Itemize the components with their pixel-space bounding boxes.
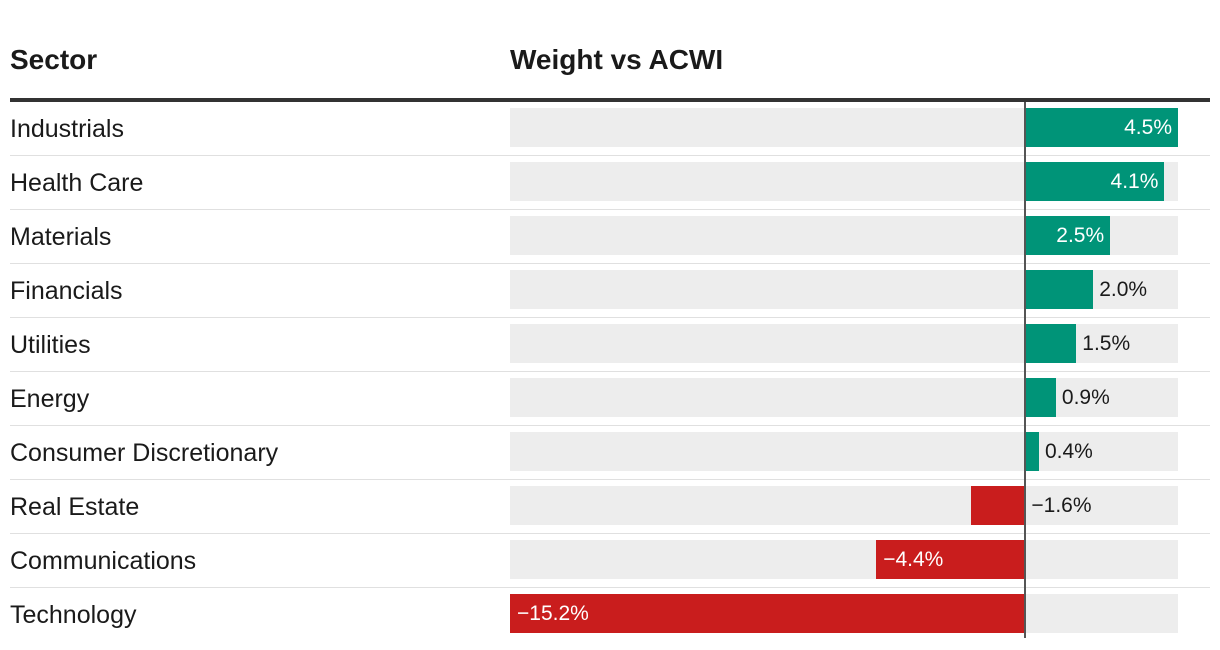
bar-chart: Industrials 4.5% Health Care 4.1% Materials 2… <box>0 102 1220 642</box>
table-row: Utilities 1.5% <box>0 318 1220 372</box>
table-row: Materials 2.5% <box>0 210 1220 264</box>
bar-track <box>510 432 1178 471</box>
row-divider <box>10 587 1210 588</box>
sector-label: Health Care <box>10 169 144 197</box>
bar <box>1025 432 1039 471</box>
bar-track <box>510 486 1178 525</box>
bar-track <box>510 540 1178 579</box>
row-divider <box>10 479 1210 480</box>
value-label: 0.9% <box>1061 386 1110 409</box>
table-row: Communications −4.4% <box>0 534 1220 588</box>
sector-label: Real Estate <box>10 493 140 521</box>
table-row: Industrials 4.5% <box>0 102 1220 156</box>
table-row: Technology −15.2% <box>0 588 1220 642</box>
row-divider <box>10 317 1210 318</box>
table-row: Energy 0.9% <box>0 372 1220 426</box>
sector-label: Industrials <box>10 115 124 143</box>
bar <box>1025 324 1077 363</box>
bar <box>510 594 1026 633</box>
sector-label: Technology <box>10 601 137 629</box>
bar-track <box>510 324 1178 363</box>
bar <box>876 540 1026 579</box>
row-divider <box>10 533 1210 534</box>
value-label: 2.0% <box>1099 278 1148 301</box>
weight-column-header: Weight vs ACWI <box>510 44 724 75</box>
sector-label: Energy <box>10 385 90 413</box>
sector-column-header: Sector <box>10 44 98 75</box>
bar <box>1025 270 1094 309</box>
header-rule <box>10 98 1210 102</box>
table-row: Real Estate −1.6% <box>0 480 1220 534</box>
value-label: −4.4% <box>883 548 944 571</box>
bar <box>971 486 1026 525</box>
row-divider <box>10 209 1210 210</box>
table-row: Financials 2.0% <box>0 264 1220 318</box>
sector-label: Consumer Discretionary <box>10 439 279 467</box>
value-label: 4.1% <box>1110 170 1159 193</box>
row-divider <box>10 263 1210 264</box>
sector-label: Communications <box>10 547 197 575</box>
value-label: 4.5% <box>1124 116 1172 139</box>
value-label: 1.5% <box>1082 332 1131 355</box>
row-divider <box>10 425 1210 426</box>
zero-axis-line <box>1024 102 1026 638</box>
sector-label: Materials <box>10 223 112 251</box>
bar <box>1025 108 1178 147</box>
bar <box>1025 216 1111 255</box>
value-label: −15.2% <box>517 602 589 625</box>
row-divider <box>10 371 1210 372</box>
table-row: Consumer Discretionary 0.4% <box>0 426 1220 480</box>
value-label: −1.6% <box>1031 494 1092 517</box>
bar-track <box>510 378 1178 417</box>
sector-label: Financials <box>10 277 123 305</box>
bar <box>1025 162 1165 201</box>
bar <box>1025 378 1056 417</box>
table-row: Health Care 4.1% <box>0 156 1220 210</box>
value-label: 0.4% <box>1044 440 1093 463</box>
sector-label: Utilities <box>10 331 91 359</box>
value-label: 2.5% <box>1056 224 1105 247</box>
row-divider <box>10 155 1210 156</box>
